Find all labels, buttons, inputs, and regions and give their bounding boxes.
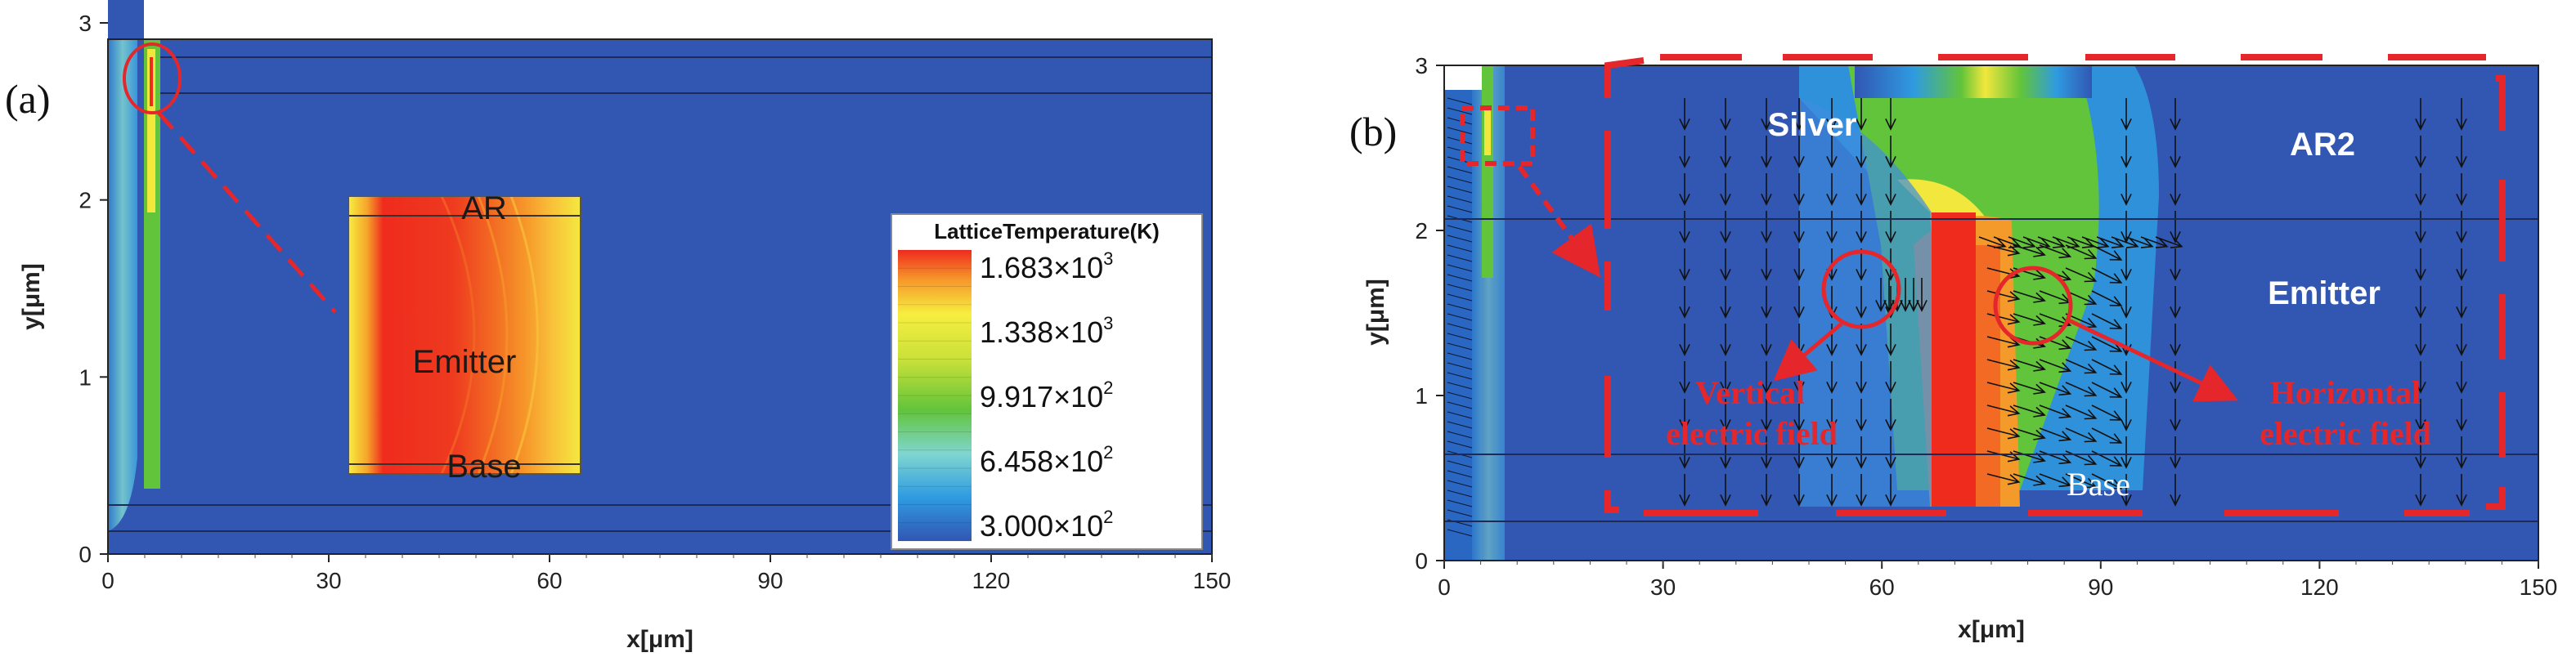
axis1-xtick-label: 150 [2520,574,2558,600]
axis0-xtick-label: 90 [757,568,783,593]
panel-a-colorbar: LatticeTemperature(K) 1.683×103 1.338×103… [891,214,1202,549]
axis0-ytick-label: 0 [79,542,92,567]
inset-label-emitter: Emitter [413,344,517,380]
label-horizontal-line2: electric field [2260,415,2431,452]
axis1-xtick-label: 60 [1869,574,1895,600]
axis1-xtick-label: 120 [2300,574,2339,600]
axis0-xtick-label: 60 [536,568,562,593]
axis0-ytick-label: 2 [79,188,92,213]
panel-b-top-white [1444,65,1482,90]
label-base: Base [2067,466,2130,503]
axis1-xtick-label: 0 [1438,574,1451,600]
colorbar-tick-label: 6.458×102 [980,442,1113,478]
label-vertical-line2: electric field [1666,415,1838,452]
inset-field [348,196,581,474]
panel-b-hot-column [1932,212,1976,507]
label-silver: Silver [1768,107,1857,143]
axis0-xtick-label: 0 [101,568,114,593]
panel-a-ylabel: y[μm] [18,263,45,330]
colorbar-tick-label: 1.683×103 [980,248,1113,284]
panel-a-inset: AR Emitter Base [348,190,581,485]
label-emitter: Emitter [2268,275,2381,311]
inset-label-base: Base [447,449,521,485]
colorbar-tick-label: 1.338×103 [980,313,1113,349]
inset-label-ar: AR [461,190,507,226]
label-ar2: AR2 [2290,127,2355,163]
axis0-xtick-label: 150 [1193,568,1232,593]
panel-b-ylabel: y[μm] [1362,279,1389,346]
panel-a-left-edge-layer [108,0,144,39]
panel-b-hot-edge [1976,245,2000,507]
panel-b-left-hot [1482,65,1493,278]
axis0-ytick-label: 3 [79,11,92,36]
label-vertical-line1: Vertical [1695,374,1805,411]
axis0-xtick-label: 120 [972,568,1011,593]
axis0-ytick-label: 1 [79,364,92,390]
panel-b-top-band [1855,65,2092,98]
colorbar-title: LatticeTemperature(K) [934,219,1159,244]
axis1-ytick-label: 3 [1415,53,1428,78]
colorbar-tick-label: 3.000×102 [980,507,1113,543]
axis0-xtick-label: 30 [316,568,341,593]
figure-svg: AR Emitter Base LatticeTemperature(K) 1.… [0,0,2576,657]
axis1-ytick-label: 0 [1415,548,1428,574]
panel-a-cool-tail [108,39,137,531]
label-horizontal-line1: Horizontal [2270,374,2421,411]
panel-b-xlabel: x[μm] [1958,616,2025,643]
panel-a: AR Emitter Base LatticeTemperature(K) 1.… [18,0,1231,653]
figure: (a) (b) [0,0,2576,657]
axis1-ytick-label: 1 [1415,383,1428,409]
axis1-ytick-label: 2 [1415,218,1428,244]
colorbar-tick-label: 9.917×102 [980,378,1113,413]
panel-b: Silver AR2 Emitter Base Vertical electri… [1362,53,2557,643]
panel-a-xlabel: x[μm] [626,626,693,653]
panel-b-left-core [1484,106,1491,155]
panel-a-hottest-spot [150,57,153,106]
axis1-xtick-label: 30 [1650,574,1676,600]
axis1-xtick-label: 90 [2088,574,2113,600]
